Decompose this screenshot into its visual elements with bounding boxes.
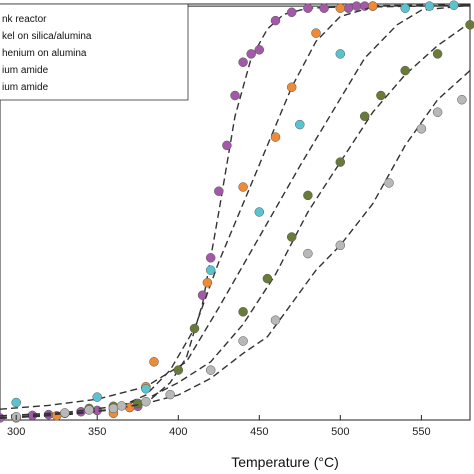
data-point-series-5-14 xyxy=(416,124,427,134)
data-point-series-5-16 xyxy=(457,94,467,105)
data-point-series-3-6 xyxy=(295,119,305,130)
data-point-series-4-15 xyxy=(465,20,474,30)
data-point-series-2-8 xyxy=(238,182,248,192)
data-point-series-4-10 xyxy=(335,157,346,167)
data-point-series-5-10 xyxy=(270,315,281,325)
data-point-series-3-2 xyxy=(92,392,102,402)
data-point-series-2-10 xyxy=(286,82,297,92)
data-point-series-4-12 xyxy=(376,90,386,101)
data-point-series-1-15 xyxy=(230,90,240,101)
data-point-series-1-14 xyxy=(222,140,232,151)
legend-entry-2: kel on silica/alumina xyxy=(2,31,92,42)
data-point-series-4-9 xyxy=(303,190,313,201)
data-point-series-3-8 xyxy=(400,3,410,13)
data-point-series-4-3 xyxy=(133,398,143,409)
data-point-series-1-17 xyxy=(246,49,256,59)
x-tick-label: 300 xyxy=(7,426,25,438)
data-point-series-4-8 xyxy=(286,232,297,242)
data-point-series-5-15 xyxy=(432,107,443,117)
legend: nk reactor kel on silica/alumina henium on… xyxy=(0,3,189,101)
data-point-series-2-7 xyxy=(202,277,213,288)
data-point-series-5-7 xyxy=(165,389,175,400)
series-5 xyxy=(0,70,471,422)
x-tick-label: 550 xyxy=(412,426,430,438)
fit-curve-series-3 xyxy=(0,4,471,410)
data-point-series-2-12 xyxy=(335,3,346,13)
data-point-series-5-12 xyxy=(335,240,346,251)
fit-curve-series-2 xyxy=(0,4,471,419)
data-point-series-5-6 xyxy=(141,396,151,407)
data-point-series-3-10 xyxy=(449,0,459,10)
data-point-series-4-4 xyxy=(173,365,184,375)
data-point-series-1-24 xyxy=(351,1,362,11)
data-point-series-1-20 xyxy=(286,7,297,18)
data-point-series-4-6 xyxy=(238,307,248,317)
data-point-series-3-3 xyxy=(141,384,151,394)
data-point-series-1-21 xyxy=(303,3,313,13)
legend-box xyxy=(0,3,189,101)
data-point-series-5-5 xyxy=(116,401,127,411)
data-point-series-1-16 xyxy=(238,57,248,67)
data-point-series-5-3 xyxy=(84,405,94,415)
data-point-series-2-13 xyxy=(368,1,378,11)
data-point-series-1-25 xyxy=(359,1,370,11)
legend-entry-4: ium amide xyxy=(2,65,49,76)
data-point-series-3-7 xyxy=(335,49,346,59)
data-point-series-4-7 xyxy=(262,273,273,284)
data-point-series-4-13 xyxy=(400,65,410,76)
data-point-series-1-23 xyxy=(343,3,354,13)
data-point-series-2-11 xyxy=(311,28,321,38)
data-point-series-1-22 xyxy=(319,3,329,13)
data-point-series-2-9 xyxy=(270,132,281,142)
legend-entry-3: henium on alumina xyxy=(2,48,87,59)
data-point-series-4-14 xyxy=(432,49,443,59)
data-point-series-5-11 xyxy=(303,248,313,259)
legend-entry-5: ium amide xyxy=(2,82,49,93)
series-4 xyxy=(0,20,474,417)
x-tick-label: 450 xyxy=(250,426,268,438)
data-point-series-4-11 xyxy=(359,111,370,122)
data-point-series-1-18 xyxy=(254,45,265,55)
x-tick-label: 500 xyxy=(331,426,349,438)
x-axis-title: Temperature (°C) xyxy=(231,454,339,470)
data-point-series-5-9 xyxy=(238,336,248,346)
data-point-series-4-5 xyxy=(189,323,200,334)
fit-curve-series-4 xyxy=(0,22,471,417)
legend-entry-1: nk reactor xyxy=(2,14,47,25)
x-tick-label: 350 xyxy=(88,426,106,438)
data-point-series-5-4 xyxy=(108,403,119,414)
data-point-series-1-12 xyxy=(205,253,216,263)
data-point-series-1-13 xyxy=(214,186,224,196)
x-tick-label: 400 xyxy=(169,426,187,438)
data-point-series-1-19 xyxy=(270,15,281,26)
x-axis: 300 350 400 450 500 550 xyxy=(7,415,431,438)
data-point-series-3-5 xyxy=(254,207,265,217)
data-point-series-2-6 xyxy=(149,357,159,367)
data-point-series-3-4 xyxy=(205,265,216,275)
data-point-series-5-2 xyxy=(60,408,70,418)
data-point-series-5-8 xyxy=(205,365,216,375)
data-point-series-5-13 xyxy=(384,178,394,188)
series-3 xyxy=(0,0,471,410)
data-point-series-3-9 xyxy=(424,1,435,11)
data-point-series-3-1 xyxy=(11,397,21,408)
